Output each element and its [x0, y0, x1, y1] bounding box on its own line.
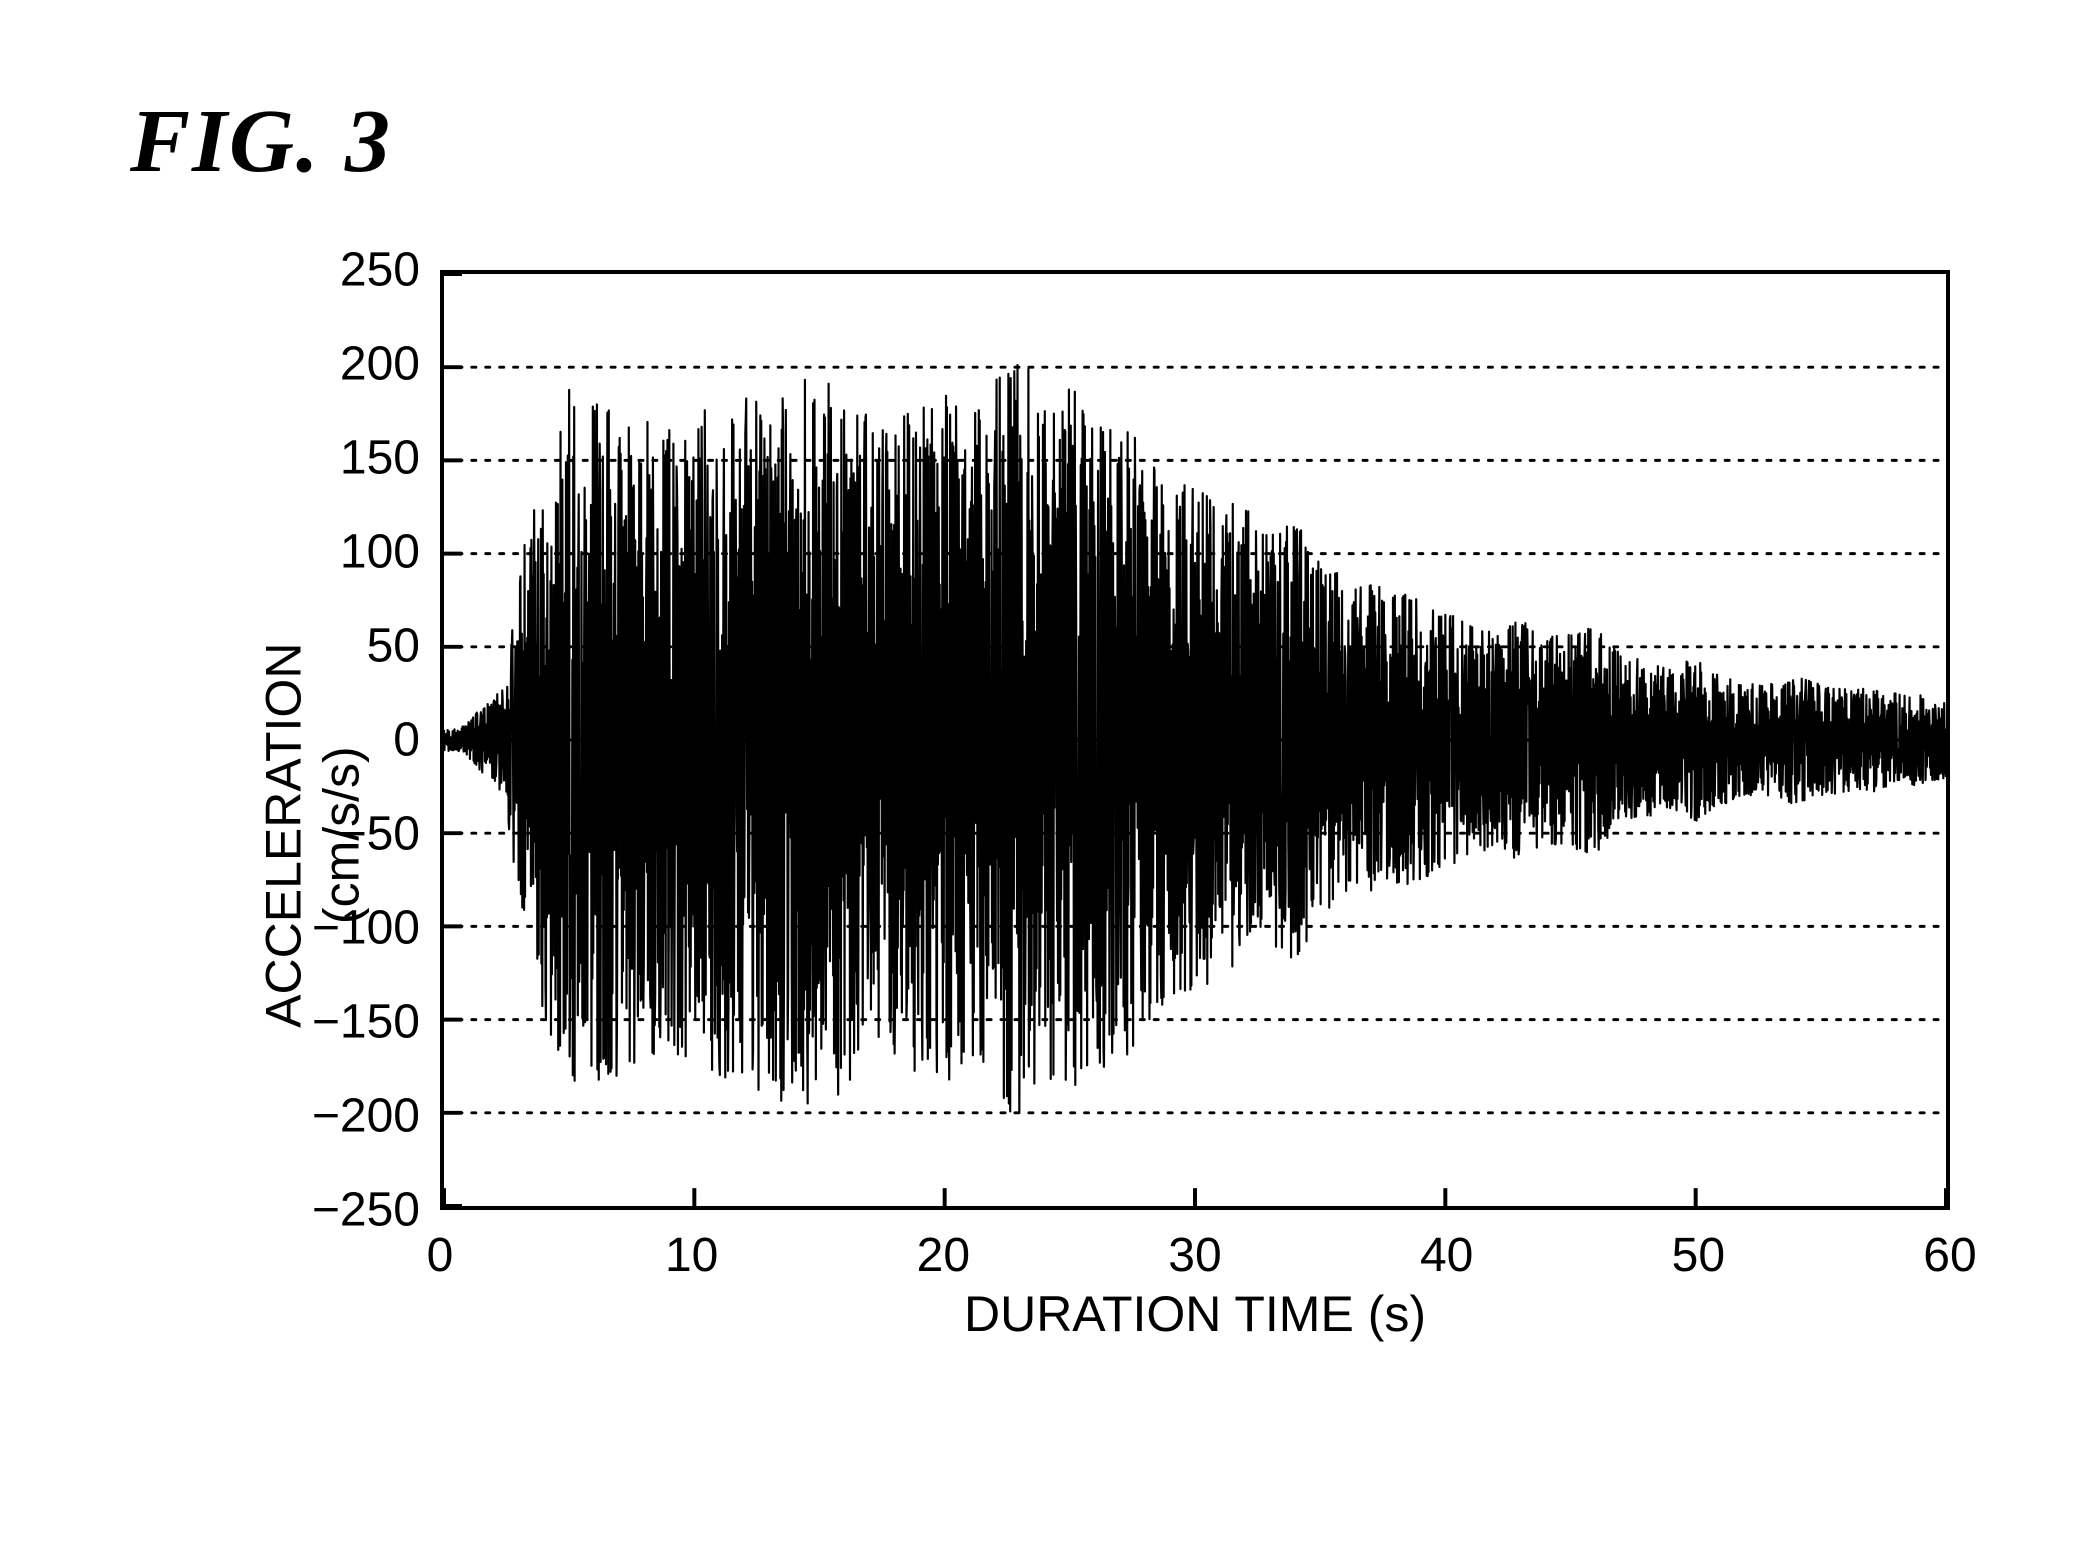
plot-area: [440, 270, 1950, 1210]
x-tick-label: 20: [917, 1228, 970, 1283]
y-tick-label: 250: [220, 243, 420, 298]
x-tick-label: 50: [1672, 1228, 1725, 1283]
plot-svg: [444, 274, 1946, 1206]
x-axis-label: DURATION TIME (s): [440, 1285, 1950, 1343]
y-tick-label: 50: [220, 619, 420, 674]
x-tick-label: 30: [1168, 1228, 1221, 1283]
y-tick-label: −200: [220, 1089, 420, 1144]
x-tick-label: 0: [427, 1228, 454, 1283]
y-tick-label: 150: [220, 431, 420, 486]
y-tick-label: 100: [220, 525, 420, 580]
x-tick-label: 10: [665, 1228, 718, 1283]
y-tick-label: −250: [220, 1183, 420, 1238]
y-tick-label: 200: [220, 337, 420, 392]
y-axis-ticks: −250−200−150−100−50050100150200250: [220, 270, 420, 1210]
y-tick-label: −150: [220, 995, 420, 1050]
x-tick-label: 60: [1923, 1228, 1976, 1283]
figure-label: FIG. 3: [130, 90, 392, 193]
x-tick-label: 40: [1420, 1228, 1473, 1283]
page: { "figure_label": "FIG. 3", "figure_labe…: [0, 0, 2099, 1565]
acceleration-chart: ACCELERATION (cm/s/s) −250−200−150−100−5…: [120, 270, 1980, 1470]
y-tick-label: −100: [220, 901, 420, 956]
x-axis-ticks: 0102030405060: [440, 1210, 1950, 1270]
y-tick-label: −50: [220, 807, 420, 862]
y-tick-label: 0: [220, 713, 420, 768]
